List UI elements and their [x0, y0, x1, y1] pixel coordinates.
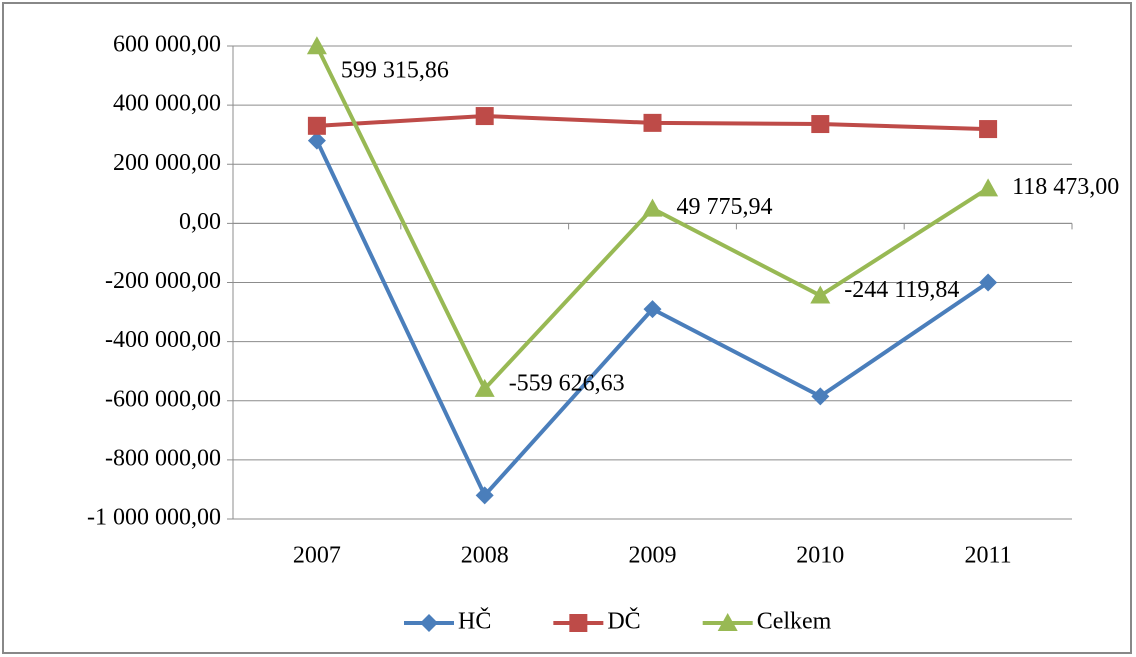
x-tick-label: 2007: [293, 543, 341, 569]
data-point: [474, 378, 495, 397]
data-label: 118 473,00: [1012, 174, 1119, 200]
legend-item: Celkem: [702, 609, 832, 635]
y-tick-label: -200 000,00: [105, 268, 221, 294]
legend-label: HČ: [458, 608, 491, 635]
legend-label: DČ: [607, 608, 640, 635]
data-point: [475, 107, 494, 126]
x-tick-label: 2011: [965, 543, 1012, 569]
y-tick-label: 600 000,00: [113, 32, 221, 58]
data-point: [642, 198, 663, 217]
y-tick-label: -600 000,00: [105, 386, 221, 412]
data-point: [979, 273, 998, 292]
data-point: [979, 120, 998, 139]
x-tick-label: 2009: [629, 543, 677, 569]
data-label: -559 626,63: [509, 370, 625, 396]
legend-marker: [420, 614, 438, 632]
x-tick-label: 2008: [461, 543, 509, 569]
legend-item: HČ: [404, 608, 491, 635]
data-point: [475, 486, 494, 505]
data-label: -244 119,84: [844, 277, 959, 303]
legend-marker: [569, 614, 588, 632]
legend-marker: [717, 613, 738, 631]
y-tick-label: -400 000,00: [105, 327, 221, 353]
legend-item: DČ: [553, 608, 641, 635]
data-point: [307, 131, 326, 150]
data-point: [811, 387, 830, 406]
y-tick-label: 400 000,00: [113, 91, 221, 117]
data-point: [643, 113, 662, 132]
x-tick-label: 2010: [796, 543, 844, 569]
y-tick-label: -800 000,00: [105, 445, 221, 471]
y-tick-label: 200 000,00: [113, 150, 221, 176]
y-tick-label: -1 000 000,00: [87, 505, 221, 531]
data-point: [307, 116, 326, 135]
data-label: 49 775,94: [677, 194, 773, 220]
data-point: [810, 285, 831, 304]
legend-label: Celkem: [757, 609, 832, 635]
data-point: [643, 300, 662, 319]
data-label: 599 315,86: [341, 58, 449, 84]
y-tick-label: 0,00: [179, 209, 221, 235]
data-point: [306, 36, 327, 55]
data-point: [978, 178, 999, 197]
data-point: [811, 115, 830, 134]
